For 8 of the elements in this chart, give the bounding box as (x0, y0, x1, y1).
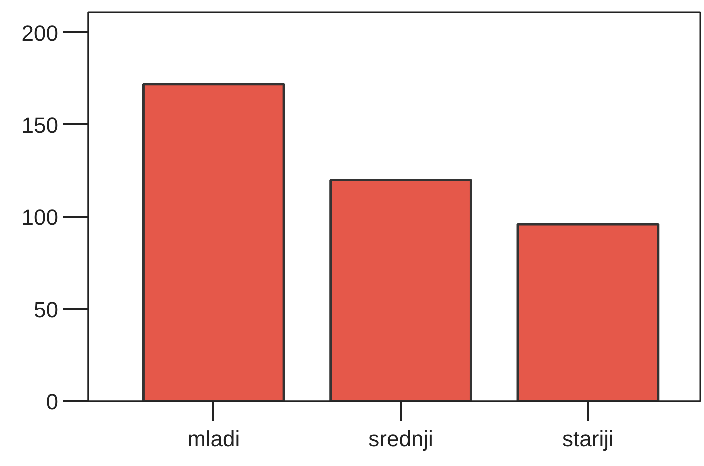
y-tick-label: 0 (46, 390, 59, 414)
y-tick-label: 200 (22, 20, 59, 46)
x-tick-label: stariji (562, 426, 614, 452)
y-tick-label: 150 (22, 112, 59, 138)
y-tick-label: 50 (34, 297, 59, 322)
x-tick-label: srednji (368, 426, 434, 452)
y-tick-label: 100 (22, 205, 59, 230)
x-tick-label: mladi (188, 426, 240, 452)
